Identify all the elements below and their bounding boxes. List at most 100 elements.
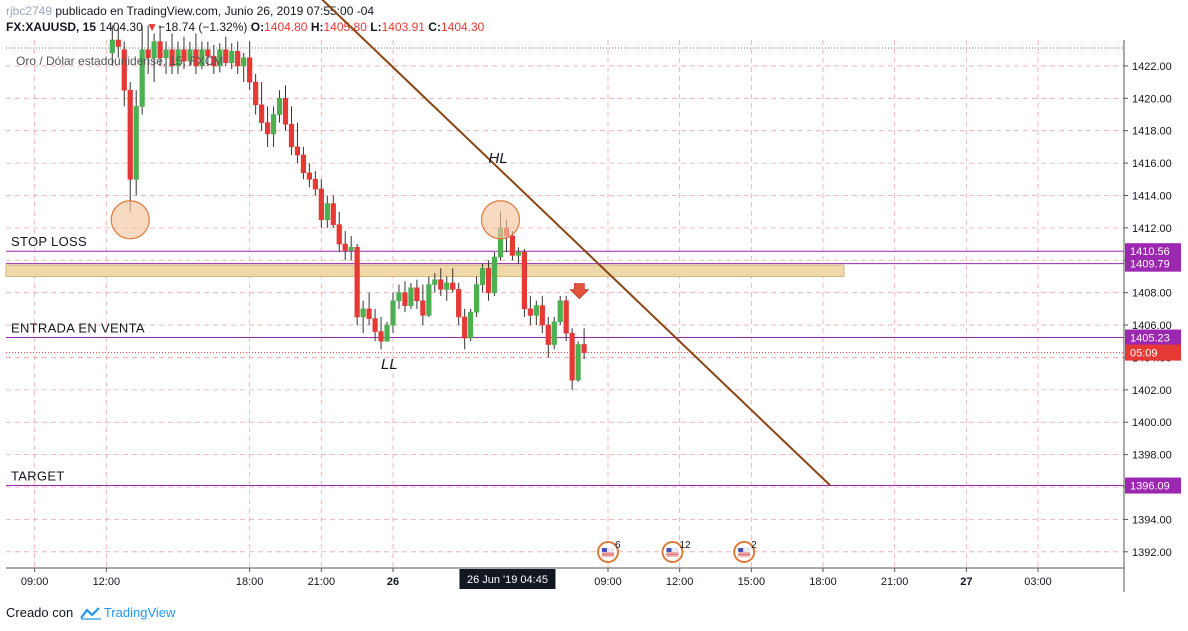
- price-tag-label: 1396.09: [1130, 481, 1170, 493]
- candle-body: [342, 243, 348, 251]
- candle: [175, 41, 181, 75]
- candle: [474, 276, 480, 317]
- candle: [217, 43, 223, 73]
- x-tick-label: 15:00: [738, 576, 766, 588]
- created-with-text: Creado con: [6, 605, 74, 620]
- candle: [509, 231, 516, 261]
- candle: [300, 146, 307, 180]
- candle-body: [223, 49, 229, 63]
- last-price: 1404.30: [99, 20, 143, 34]
- candle: [229, 43, 235, 70]
- candle: [342, 231, 348, 261]
- candle-body: [276, 98, 283, 115]
- candle-body: [115, 39, 121, 47]
- event-flag-icon: 12: [661, 540, 691, 563]
- candle: [181, 36, 187, 70]
- ohlc-line: FX:XAUUSD, 15 1404.30 ▼−18.74 (−1.32%) O…: [6, 19, 484, 35]
- candle-body: [253, 81, 259, 106]
- publish-info: rjbc2749 publicado en TradingView.com, J…: [6, 3, 484, 19]
- candle: [294, 122, 301, 164]
- x-tick-label: 27: [960, 576, 972, 588]
- highlight-circle: [480, 200, 521, 240]
- event-count: 6: [615, 540, 621, 551]
- candle: [205, 41, 211, 66]
- candle-body: [366, 308, 372, 319]
- candle-body: [360, 308, 366, 318]
- candle: [551, 316, 557, 350]
- y-tick-label: 1418.00: [1132, 126, 1172, 138]
- candle: [187, 41, 193, 66]
- candle-body: [575, 344, 581, 381]
- candle: [462, 308, 468, 350]
- candle-body: [450, 282, 456, 290]
- candle: [330, 195, 336, 228]
- candle: [211, 44, 217, 75]
- candle: [157, 25, 163, 66]
- last-price-tag: [1125, 344, 1181, 361]
- event-flag-canton: [666, 548, 672, 552]
- grid: [6, 40, 1124, 568]
- price-tag-label: 1410.56: [1130, 246, 1170, 258]
- candle-body: [235, 51, 241, 67]
- price-levels: STOP LOSS ENTRADA EN VENTA TARGET: [6, 234, 1124, 487]
- candle: [426, 276, 432, 317]
- candle: [306, 163, 312, 188]
- x-tick-label: 12:00: [666, 576, 694, 588]
- candle: [348, 235, 354, 261]
- y-tick-label: 1398.00: [1132, 450, 1172, 462]
- candle-body: [527, 308, 533, 316]
- candle-body: [402, 292, 408, 306]
- low-label: L:: [370, 20, 382, 34]
- candle-body: [581, 344, 587, 353]
- candle-body: [491, 256, 498, 293]
- candle: [318, 179, 324, 228]
- candle-body: [121, 49, 127, 91]
- candle-body: [485, 268, 492, 293]
- candle: [569, 328, 575, 390]
- x-tick-label: 18:00: [809, 576, 837, 588]
- candle-body: [270, 114, 277, 135]
- event-flag: [602, 548, 614, 556]
- candle-body: [414, 287, 420, 302]
- candle: [378, 316, 384, 350]
- y-tick-label: 1416.00: [1132, 158, 1172, 170]
- candle-body: [217, 49, 223, 67]
- candle: [581, 328, 587, 360]
- candle-body: [521, 251, 527, 310]
- candle: [372, 308, 378, 342]
- candle-body: [109, 39, 115, 54]
- candle: [199, 41, 205, 70]
- symbol-label: FX:XAUUSD, 15: [6, 20, 97, 34]
- event-flag-canton: [738, 548, 744, 552]
- price-tag: [1125, 243, 1181, 260]
- candle-body: [438, 279, 444, 290]
- candle: [432, 273, 438, 293]
- candle-body: [372, 318, 378, 332]
- sell-arrow-icon: [569, 283, 590, 300]
- event-count: 2: [751, 540, 757, 551]
- author-name[interactable]: rjbc2749: [6, 4, 53, 18]
- candle-body: [551, 321, 557, 345]
- candle: [527, 295, 533, 326]
- annotation-label: LL: [381, 356, 398, 373]
- candle: [276, 90, 283, 123]
- candle: [539, 295, 545, 334]
- price-chart[interactable]: STOP LOSS ENTRADA EN VENTA TARGET HL LL 6 12 2…: [0, 0, 1188, 600]
- high-label: H:: [310, 20, 324, 34]
- tradingview-link[interactable]: TradingView: [103, 605, 176, 620]
- x-tick-label: 18:00: [236, 576, 264, 588]
- candle-body: [193, 49, 199, 67]
- candle-body: [444, 282, 450, 290]
- x-tick-label: 21:00: [881, 576, 909, 588]
- highlight-circle: [110, 200, 150, 240]
- candle: [259, 82, 265, 131]
- y-tick-label: 1412.00: [1132, 223, 1172, 235]
- candle: [253, 74, 259, 115]
- candle-body: [509, 235, 516, 256]
- candle: [366, 292, 372, 326]
- candle: [533, 300, 539, 326]
- candle-body: [259, 104, 265, 123]
- candle-body: [408, 287, 414, 306]
- candle: [193, 33, 199, 75]
- x-tick-label: 26: [387, 576, 399, 588]
